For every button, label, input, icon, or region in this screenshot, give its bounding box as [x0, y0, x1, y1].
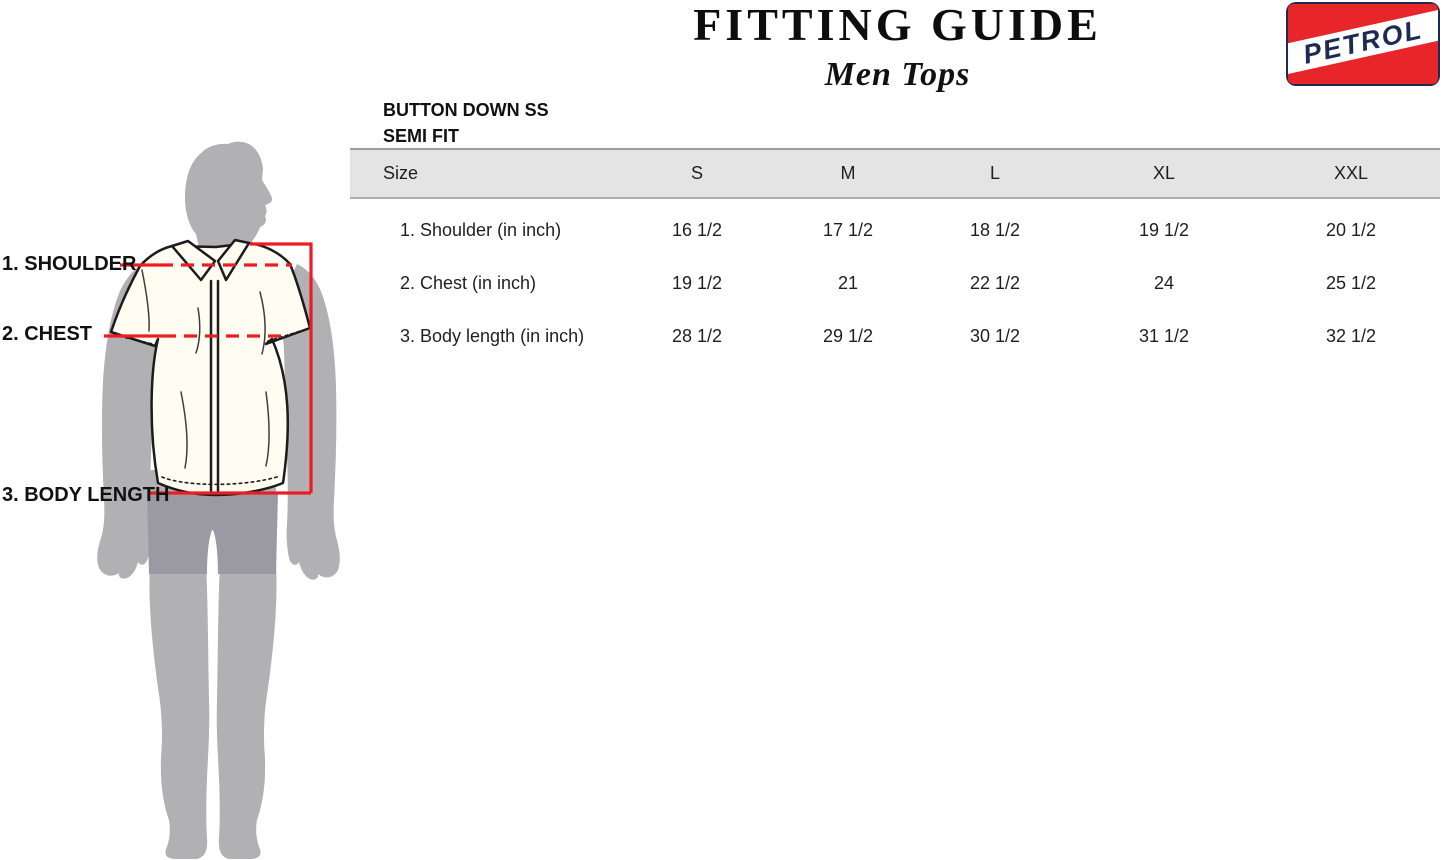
value-cell: 29 1/2 — [822, 326, 874, 346]
shorts-silhouette — [147, 492, 278, 574]
value-cell: 31 1/2 — [1138, 326, 1190, 346]
value-cell: 21 — [837, 273, 859, 293]
size-table-container: Size S M L XL XXL 1. Shoulder (in inch) … — [350, 148, 1440, 363]
size-table: Size S M L XL XXL 1. Shoulder (in inch) … — [350, 148, 1440, 363]
value-cell: 28 1/2 — [671, 326, 723, 346]
row-label: 3. Body length (in inch) — [400, 326, 585, 346]
page-subtitle: Men Tops — [824, 56, 971, 93]
product-fit: SEMI FIT — [383, 126, 459, 146]
value-cell: 32 1/2 — [1325, 326, 1377, 346]
page-title: FITTING GUIDE — [693, 0, 1102, 50]
product-name: BUTTON DOWN SS — [383, 100, 549, 120]
column-header-m: M — [840, 163, 856, 183]
value-cell: 16 1/2 — [671, 220, 723, 240]
brand-text: PETROL — [1300, 14, 1426, 70]
value-cell: 24 — [1153, 273, 1175, 293]
fit-diagram — [97, 141, 340, 859]
petrol-logo: PETROL — [1286, 2, 1440, 86]
shirt-illustration — [109, 238, 312, 497]
table-row-shoulder: 1. Shoulder (in inch) 16 1/2 17 1/2 18 1… — [350, 204, 1440, 257]
column-header-xxl: XXL — [1333, 163, 1369, 183]
shoulder-label: 1. SHOULDER — [2, 253, 137, 275]
row-label: 1. Shoulder (in inch) — [400, 220, 562, 240]
value-cell: 22 1/2 — [969, 273, 1021, 293]
logo-background: PETROL — [1288, 4, 1438, 84]
value-cell: 19 1/2 — [1138, 220, 1190, 240]
value-cell: 17 1/2 — [822, 220, 874, 240]
column-header-xl: XL — [1152, 163, 1176, 183]
table-row-body-length: 3. Body length (in inch) 28 1/2 29 1/2 3… — [350, 310, 1440, 363]
logo-stripe: PETROL — [1288, 4, 1438, 80]
column-header-s: S — [690, 163, 703, 183]
header: FITTING GUIDE Men Tops — [350, 0, 1445, 94]
size-table-header-row: Size S M L XL XXL — [350, 149, 1440, 198]
value-cell: 25 1/2 — [1325, 273, 1377, 293]
value-cell: 30 1/2 — [969, 326, 1021, 346]
column-header-l: L — [989, 163, 1000, 183]
body-length-label: 3. BODY LENGTH — [2, 484, 170, 506]
column-header-size: Size — [383, 163, 419, 183]
measurement-lines — [104, 242, 313, 495]
value-cell: 19 1/2 — [671, 273, 723, 293]
table-row-chest: 2. Chest (in inch) 19 1/2 21 22 1/2 24 2… — [350, 257, 1440, 310]
chest-label: 2. CHEST — [2, 323, 93, 345]
value-cell: 18 1/2 — [969, 220, 1021, 240]
product-heading: BUTTON DOWN SS SEMI FIT — [383, 97, 549, 149]
body-length-bracket — [250, 242, 313, 493]
row-label: 2. Chest (in inch) — [400, 273, 537, 293]
value-cell: 20 1/2 — [1325, 220, 1377, 240]
